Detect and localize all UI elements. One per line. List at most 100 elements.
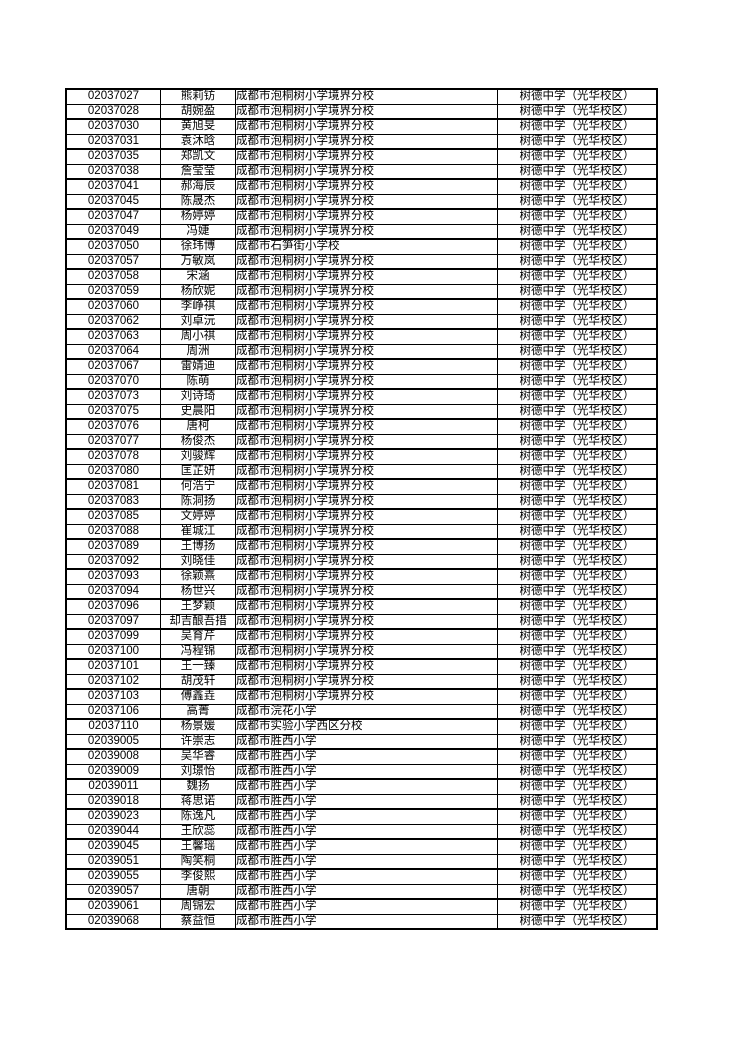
cell-assigned-middle-school: 树德中学（光华校区） [497, 493, 658, 510]
cell-assigned-middle-school: 树德中学（光华校区） [497, 583, 658, 600]
cell-student-id: 02037075 [65, 403, 161, 420]
cell-student-id: 02037110 [65, 718, 161, 735]
table-row: 02037100 冯程锦 成都市泡桐树小学境界分校 树德中学（光华校区） [65, 643, 658, 660]
cell-student-id: 02039009 [65, 763, 161, 780]
cell-assigned-middle-school: 树德中学（光华校区） [497, 298, 658, 315]
cell-student-name: 刘晓佳 [160, 553, 236, 570]
cell-assigned-middle-school: 树德中学（光华校区） [497, 553, 658, 570]
cell-student-id: 02037067 [65, 358, 161, 375]
cell-assigned-middle-school: 树德中学（光华校区） [497, 628, 658, 645]
cell-assigned-middle-school: 树德中学（光华校区） [497, 613, 658, 630]
table-row: 02037094 杨世兴 成都市泡桐树小学境界分校 树德中学（光华校区） [65, 583, 658, 600]
cell-assigned-middle-school: 树德中学（光华校区） [497, 883, 658, 900]
table-body: 02037027 熊莉钫 成都市泡桐树小学境界分校 树德中学（光华校区） 0203702… [65, 88, 658, 930]
cell-primary-school: 成都市泡桐树小学境界分校 [235, 208, 498, 225]
cell-student-id: 02037049 [65, 223, 161, 240]
cell-primary-school: 成都市泡桐树小学境界分校 [235, 538, 498, 555]
table-row: 02037050 徐玮博 成都市石笋街小学校 树德中学（光华校区） [65, 238, 658, 255]
table-row: 02037080 匡芷妍 成都市泡桐树小学境界分校 树德中学（光华校区） [65, 463, 658, 480]
cell-assigned-middle-school: 树德中学（光华校区） [497, 463, 658, 480]
cell-student-id: 02037094 [65, 583, 161, 600]
cell-student-name: 陈萌 [160, 373, 236, 390]
cell-primary-school: 成都市胜西小学 [235, 733, 498, 750]
cell-student-name: 黄旭旻 [160, 118, 236, 135]
cell-student-name: 却吉酿吾措 [160, 613, 236, 630]
cell-student-name: 冯程锦 [160, 643, 236, 660]
table-row: 02037028 胡婉盈 成都市泡桐树小学境界分校 树德中学（光华校区） [65, 103, 658, 120]
cell-assigned-middle-school: 树德中学（光华校区） [497, 388, 658, 405]
table-row: 02037081 何浩宁 成都市泡桐树小学境界分校 树德中学（光华校区） [65, 478, 658, 495]
cell-student-name: 宋涵 [160, 268, 236, 285]
cell-assigned-middle-school: 树德中学（光华校区） [497, 733, 658, 750]
cell-primary-school: 成都市胜西小学 [235, 853, 498, 870]
cell-student-name: 王一臻 [160, 658, 236, 675]
cell-primary-school: 成都市泡桐树小学境界分校 [235, 148, 498, 165]
table-row: 02037085 文婷婷 成都市泡桐树小学境界分校 树德中学（光华校区） [65, 508, 658, 525]
cell-primary-school: 成都市泡桐树小学境界分校 [235, 133, 498, 150]
cell-primary-school: 成都市胜西小学 [235, 778, 498, 795]
cell-student-id: 02037101 [65, 658, 161, 675]
cell-student-name: 吴育芹 [160, 628, 236, 645]
table-row: 02037030 黄旭旻 成都市泡桐树小学境界分校 树德中学（光华校区） [65, 118, 658, 135]
cell-primary-school: 成都市泡桐树小学境界分校 [235, 343, 498, 360]
cell-student-name: 唐朝 [160, 883, 236, 900]
table-row: 02039023 陈逸凡 成都市胜西小学 树德中学（光华校区） [65, 808, 658, 825]
cell-assigned-middle-school: 树德中学（光华校区） [497, 403, 658, 420]
cell-student-id: 02037106 [65, 703, 161, 720]
cell-student-name: 王欣蕊 [160, 823, 236, 840]
cell-primary-school: 成都市泡桐树小学境界分校 [235, 643, 498, 660]
cell-student-name: 李峥祺 [160, 298, 236, 315]
cell-assigned-middle-school: 树德中学（光华校区） [497, 598, 658, 615]
cell-student-name: 陈逸凡 [160, 808, 236, 825]
cell-primary-school: 成都市泡桐树小学境界分校 [235, 328, 498, 345]
cell-primary-school: 成都市胜西小学 [235, 748, 498, 765]
table-row: 02037075 史晨阳 成都市泡桐树小学境界分校 树德中学（光华校区） [65, 403, 658, 420]
table-row: 02039068 蔡益恒 成都市胜西小学 树德中学（光华校区） [65, 913, 658, 930]
table-row: 02039005 许崇志 成都市胜西小学 树德中学（光华校区） [65, 733, 658, 750]
cell-student-name: 周锦宏 [160, 898, 236, 915]
cell-student-name: 詹莹莹 [160, 163, 236, 180]
cell-student-id: 02037078 [65, 448, 161, 465]
cell-student-name: 袁沐晗 [160, 133, 236, 150]
cell-student-id: 02037047 [65, 208, 161, 225]
table-row: 02039011 魏扬 成都市胜西小学 树德中学（光华校区） [65, 778, 658, 795]
table-row: 02039009 刘璟怡 成都市胜西小学 树德中学（光华校区） [65, 763, 658, 780]
cell-student-name: 唐柯 [160, 418, 236, 435]
cell-assigned-middle-school: 树德中学（光华校区） [497, 643, 658, 660]
cell-student-name: 雷婧迪 [160, 358, 236, 375]
cell-student-name: 陈洞扬 [160, 493, 236, 510]
table-row: 02037041 郝海辰 成都市泡桐树小学境界分校 树德中学（光华校区） [65, 178, 658, 195]
cell-student-name: 杨欣妮 [160, 283, 236, 300]
cell-student-name: 万敏岚 [160, 253, 236, 270]
cell-student-id: 02037103 [65, 688, 161, 705]
table-row: 02037101 王一臻 成都市泡桐树小学境界分校 树德中学（光华校区） [65, 658, 658, 675]
cell-student-id: 02037081 [65, 478, 161, 495]
cell-primary-school: 成都市胜西小学 [235, 808, 498, 825]
cell-primary-school: 成都市实验小学西区分校 [235, 718, 498, 735]
cell-primary-school: 成都市泡桐树小学境界分校 [235, 283, 498, 300]
cell-student-id: 02037045 [65, 193, 161, 210]
cell-primary-school: 成都市泡桐树小学境界分校 [235, 298, 498, 315]
cell-assigned-middle-school: 树德中学（光华校区） [497, 208, 658, 225]
cell-student-id: 02037058 [65, 268, 161, 285]
cell-primary-school: 成都市胜西小学 [235, 763, 498, 780]
cell-assigned-middle-school: 树德中学（光华校区） [497, 103, 658, 120]
table-row: 02037102 胡茂轩 成都市泡桐树小学境界分校 树德中学（光华校区） [65, 673, 658, 690]
cell-primary-school: 成都市泡桐树小学境界分校 [235, 118, 498, 135]
table-row: 02039061 周锦宏 成都市胜西小学 树德中学（光华校区） [65, 898, 658, 915]
cell-student-id: 02037041 [65, 178, 161, 195]
cell-assigned-middle-school: 树德中学（光华校区） [497, 703, 658, 720]
cell-student-name: 刘璟怡 [160, 763, 236, 780]
table-row: 02037064 周洲 成都市泡桐树小学境界分校 树德中学（光华校区） [65, 343, 658, 360]
cell-student-name: 史晨阳 [160, 403, 236, 420]
cell-primary-school: 成都市泡桐树小学境界分校 [235, 658, 498, 675]
cell-assigned-middle-school: 树德中学（光华校区） [497, 283, 658, 300]
cell-student-id: 02039005 [65, 733, 161, 750]
cell-primary-school: 成都市泡桐树小学境界分校 [235, 373, 498, 390]
cell-assigned-middle-school: 树德中学（光华校区） [497, 523, 658, 540]
cell-primary-school: 成都市胜西小学 [235, 913, 498, 930]
cell-student-name: 杨景媛 [160, 718, 236, 735]
cell-assigned-middle-school: 树德中学（光华校区） [497, 688, 658, 705]
table-row: 02037106 高菁 成都市浣花小学 树德中学（光华校区） [65, 703, 658, 720]
